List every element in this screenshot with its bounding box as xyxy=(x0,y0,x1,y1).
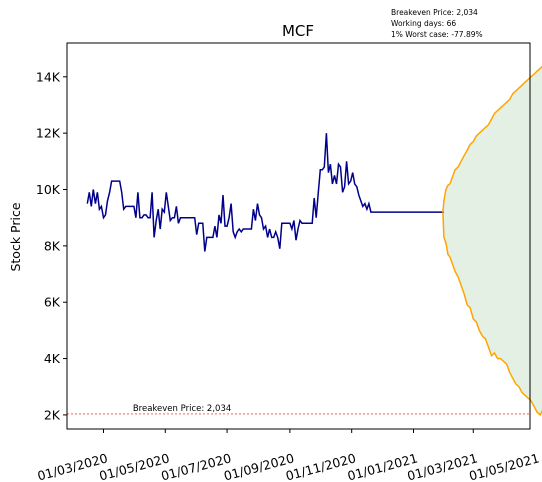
x-tick-label: 01/05/2020 xyxy=(98,450,172,482)
x-tick-label: 01/11/2020 xyxy=(284,450,358,482)
y-tick-label: 4K xyxy=(44,351,61,366)
y-tick-label: 8K xyxy=(44,238,61,253)
breakeven-info: Breakeven Price: 2,034 xyxy=(391,8,478,17)
y-tick-label: 12K xyxy=(36,126,61,141)
breakeven-label: Breakeven Price: 2,034 xyxy=(133,404,231,414)
x-tick-label: 01/05/2021 xyxy=(467,450,540,482)
y-tick-label: 10K xyxy=(36,182,61,197)
plot-frame xyxy=(66,42,531,430)
chart-title: MCF xyxy=(282,22,314,40)
y-tick-label: 14K xyxy=(36,69,61,84)
x-tick-label: 01/09/2020 xyxy=(222,450,296,482)
projection-confidence-band xyxy=(442,66,542,415)
working-days-info: Working days: 66 xyxy=(391,19,457,28)
x-tick-label: 01/07/2020 xyxy=(159,450,233,482)
x-tick-label: 01/03/2020 xyxy=(36,450,110,482)
y-tick-label: 6K xyxy=(44,295,61,310)
y-tick-label: 2K xyxy=(44,407,61,422)
plot-layer: Breakeven Price: 2,034 2K 4K 6K 8K 10K 12K 14K 0… xyxy=(36,65,542,482)
series-line-historical-price xyxy=(86,133,444,252)
worst-case-info: 1% Worst case: -77.89% xyxy=(391,30,483,39)
y-axis-label: Stock Price xyxy=(8,202,23,271)
